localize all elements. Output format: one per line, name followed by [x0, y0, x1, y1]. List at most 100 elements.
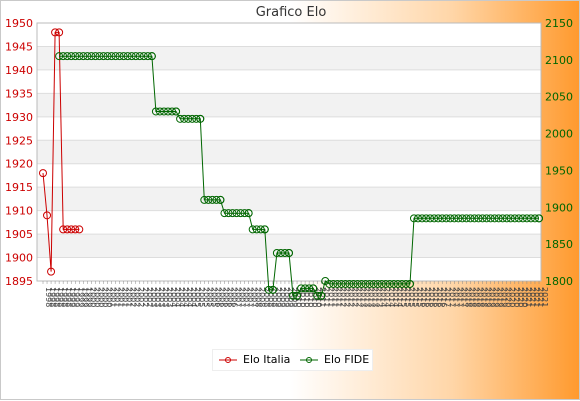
x-tick-label: 2021	[524, 287, 533, 307]
series-point-1	[401, 279, 410, 288]
series-point-1	[188, 114, 197, 123]
right-tick-label: 1900	[545, 201, 573, 214]
x-tick-label: 2002	[137, 287, 146, 307]
series-point-1	[345, 279, 354, 288]
right-tick-label: 2000	[545, 128, 573, 141]
left-tick-label: 1925	[5, 134, 33, 147]
series-point-1	[530, 214, 539, 223]
x-tick-label: 2020	[504, 287, 513, 307]
series-point-1	[474, 214, 483, 223]
series-point-1	[365, 279, 374, 288]
series-point-1	[414, 214, 423, 223]
series-point-1	[506, 214, 515, 223]
x-tick-label: 2015	[411, 287, 420, 307]
series-point-1	[95, 52, 104, 61]
x-tick-label: 2019	[488, 287, 497, 307]
series-point-1	[220, 209, 229, 218]
chart-title: Grafico Elo	[255, 5, 327, 20]
series-point-1	[466, 214, 475, 223]
series-point-1	[272, 248, 281, 257]
x-tick-label: 2014	[379, 287, 388, 307]
series-point-1	[115, 52, 124, 61]
x-tick-label: 2015	[403, 287, 412, 307]
grid-band	[37, 234, 541, 258]
x-tick-label: 2003	[161, 287, 170, 307]
series-point-1	[502, 214, 511, 223]
series-point-1	[244, 209, 253, 218]
legend-elo-italia: Elo Italia	[243, 353, 291, 366]
series-point-1	[236, 209, 245, 218]
series-point-1	[168, 107, 177, 116]
legend-elo-fide: Elo FIDE	[324, 353, 370, 366]
x-tick-label: 2001	[113, 287, 122, 307]
series-point-1	[139, 52, 148, 61]
x-tick-label: 2009	[274, 287, 283, 307]
series-point-0	[59, 225, 68, 234]
x-tick-label: 1998	[60, 287, 69, 307]
series-point-1	[55, 52, 64, 61]
x-tick-label: 2018	[475, 287, 484, 307]
series-point-1	[172, 107, 181, 116]
x-tick-label: 1998	[64, 287, 73, 307]
x-tick-label: 2010	[310, 287, 319, 307]
series-point-1	[83, 52, 92, 61]
series-point-1	[59, 52, 68, 61]
x-tick-label: 2004	[173, 287, 182, 307]
series-point-1	[260, 225, 269, 234]
series-point-1	[71, 52, 80, 61]
series-point-1	[458, 214, 467, 223]
x-tick-label: 2001	[121, 287, 130, 307]
x-tick-label: 2000	[92, 287, 101, 307]
series-point-1	[470, 214, 479, 223]
series-point-1	[377, 279, 386, 288]
x-tick-label: 2005	[193, 287, 202, 307]
series-point-1	[313, 291, 322, 300]
series-point-1	[349, 279, 358, 288]
x-tick-label: 2016	[427, 287, 436, 307]
series-point-1	[176, 114, 185, 123]
x-tick-label: 1998	[48, 287, 57, 307]
x-tick-label: 2004	[189, 287, 198, 307]
x-tick-label: 2013	[359, 287, 368, 307]
x-tick-label: 2020	[520, 287, 529, 307]
x-tick-label: 2019	[496, 287, 505, 307]
series-point-1	[514, 214, 523, 223]
series-point-0	[47, 267, 56, 276]
series-point-1	[498, 214, 507, 223]
series-point-1	[127, 52, 136, 61]
series-point-1	[280, 248, 289, 257]
series-point-1	[361, 279, 370, 288]
x-tick-label: 2011	[322, 287, 331, 307]
left-tick-label: 1940	[5, 64, 33, 77]
x-tick-label: 2012	[355, 287, 364, 307]
x-tick-label: 2003	[153, 287, 162, 307]
x-tick-label: 2019	[492, 287, 501, 307]
series-point-1	[192, 114, 201, 123]
series-point-1	[159, 107, 168, 116]
x-tick-label: 2005	[201, 287, 210, 307]
series-point-1	[147, 52, 156, 61]
x-tick-label: 2006	[225, 287, 234, 307]
x-tick-label: 2007	[234, 287, 243, 307]
x-tick-label: 2004	[177, 287, 186, 307]
series-point-1	[301, 284, 310, 293]
series-point-1	[119, 52, 128, 61]
x-tick-label: 2014	[395, 287, 404, 307]
x-tick-label: 2013	[375, 287, 384, 307]
series-point-1	[284, 248, 293, 257]
x-tick-label: 2007	[238, 287, 247, 307]
x-tick-label: 2014	[387, 287, 396, 307]
series-point-1	[405, 279, 414, 288]
series-point-1	[305, 284, 314, 293]
x-tick-label: 2012	[350, 287, 359, 307]
x-tick-label: 2004	[181, 287, 190, 307]
series-point-1	[526, 214, 535, 223]
grid-band	[37, 93, 541, 117]
grid-band	[37, 140, 541, 164]
left-tick-label: 1945	[5, 40, 33, 53]
x-tick-label: 2005	[197, 287, 206, 307]
x-tick-label: 2006	[229, 287, 238, 307]
series-point-1	[317, 291, 326, 300]
series-point-1	[341, 279, 350, 288]
series-point-1	[184, 114, 193, 123]
